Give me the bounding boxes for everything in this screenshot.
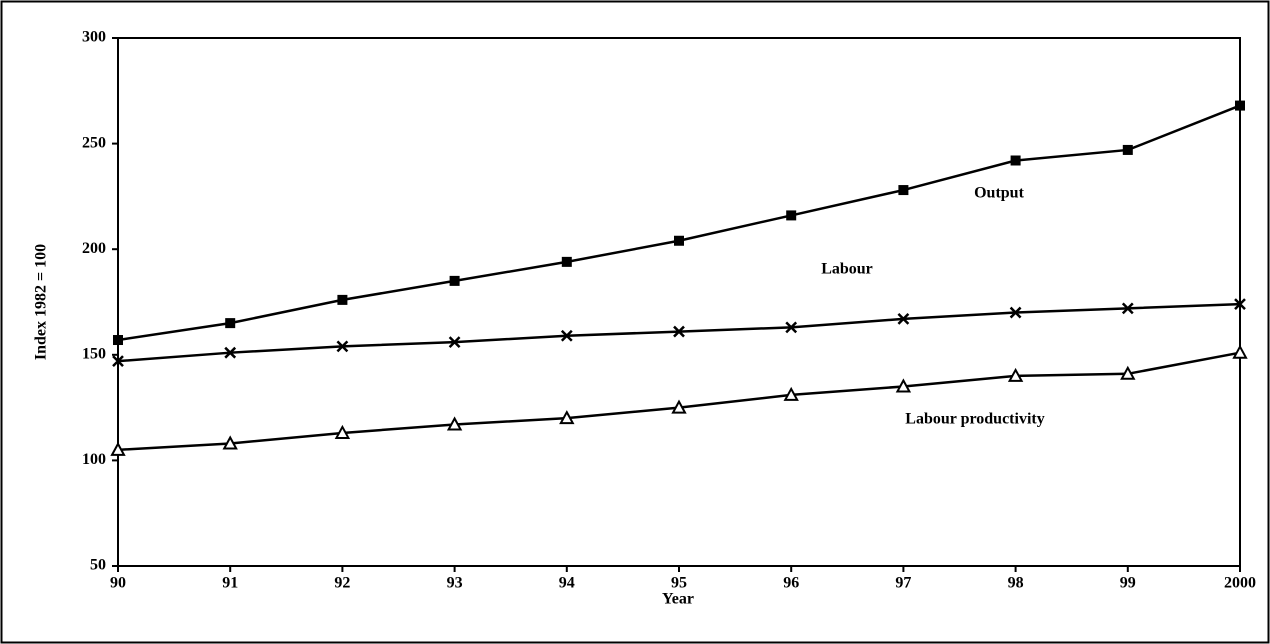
series-label: Labour productivity xyxy=(905,411,1044,428)
marker xyxy=(895,378,912,393)
marker xyxy=(1009,306,1022,319)
marker xyxy=(1120,365,1136,380)
marker xyxy=(1121,302,1134,315)
y-tick-label: 150 xyxy=(82,345,106,362)
marker xyxy=(110,441,126,456)
x-tick-label: 97 xyxy=(895,575,911,592)
x-tick-label: 92 xyxy=(334,575,350,592)
series-label: Labour xyxy=(821,261,873,278)
x-tick-label: 99 xyxy=(1120,575,1136,592)
marker xyxy=(673,325,685,338)
marker xyxy=(785,321,798,334)
marker xyxy=(224,346,237,359)
x-axis-title: Year xyxy=(662,591,694,608)
plot-area xyxy=(117,37,1241,567)
y-tick-label: 200 xyxy=(82,240,106,257)
marker xyxy=(113,335,123,346)
series-label: Output xyxy=(974,185,1024,202)
marker xyxy=(783,386,799,401)
marker xyxy=(671,399,687,414)
x-tick-label: 93 xyxy=(447,575,463,592)
marker xyxy=(897,313,910,325)
marker xyxy=(674,235,684,246)
x-tick-label: 2000 xyxy=(1224,575,1256,592)
marker xyxy=(1122,144,1133,155)
marker xyxy=(1234,298,1246,310)
marker xyxy=(1010,155,1021,166)
y-tick-label: 300 xyxy=(82,29,106,46)
marker xyxy=(222,435,238,450)
x-tick-label: 94 xyxy=(559,575,575,592)
marker xyxy=(449,275,460,286)
y-tick-label: 250 xyxy=(82,134,106,151)
marker xyxy=(786,210,797,221)
marker xyxy=(898,185,909,196)
marker xyxy=(336,340,349,353)
marker xyxy=(446,416,463,431)
marker xyxy=(225,318,236,329)
x-tick-label: 95 xyxy=(671,575,687,592)
marker xyxy=(448,336,461,349)
marker xyxy=(337,294,348,305)
marker xyxy=(334,424,351,439)
marker xyxy=(1232,344,1248,359)
marker xyxy=(560,329,573,342)
y-tick-label: 50 xyxy=(90,557,106,574)
marker xyxy=(559,410,575,425)
y-axis-title: Index 1982 = 100 xyxy=(33,244,50,360)
marker xyxy=(561,256,572,267)
marker xyxy=(1007,367,1024,382)
series-line xyxy=(117,104,1241,342)
x-tick-label: 96 xyxy=(783,575,799,592)
y-tick-label: 100 xyxy=(82,451,106,468)
x-tick-label: 91 xyxy=(222,575,238,592)
marker xyxy=(112,355,124,368)
x-tick-label: 98 xyxy=(1008,575,1024,592)
x-tick-label: 90 xyxy=(110,575,126,592)
marker xyxy=(1235,100,1245,111)
